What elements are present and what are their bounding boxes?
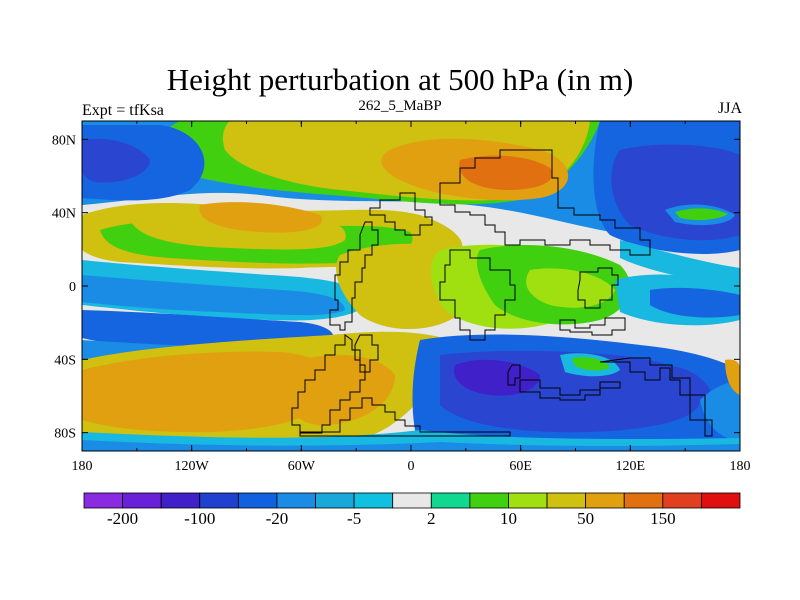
southeast-light-blue — [700, 380, 740, 440]
south-pacific-patch — [241, 358, 312, 404]
y-tick-label: 40N — [52, 207, 76, 222]
australia-outline — [577, 267, 619, 309]
colorbar-label: -100 — [184, 509, 215, 528]
south-america-outline — [291, 334, 366, 434]
period-label: 262_5_MaBP — [358, 98, 442, 114]
colorbar-swatch — [122, 492, 162, 509]
colorbar-swatch — [237, 492, 278, 509]
x-tick-label: 60E — [509, 459, 532, 474]
colorbar-label: -20 — [266, 509, 289, 528]
colorbar-swatch — [662, 492, 702, 509]
x-axis: 180 120W 60W 0 60E 120E 180 — [72, 121, 751, 474]
southeast-orange-spot — [725, 359, 740, 395]
north-america-outline — [329, 221, 379, 331]
colorbar: -200 -100 -20 -5 2 10 50 150 — [83, 492, 741, 528]
x-tick-label: 60W — [288, 459, 316, 474]
colorbar-swatch — [623, 492, 664, 509]
eurasia-outline — [439, 149, 651, 256]
colorbar-swatch — [83, 492, 123, 509]
colorbar-label: 10 — [500, 509, 517, 528]
colorbar-swatch — [585, 492, 625, 509]
y-tick-label: 40S — [54, 353, 76, 368]
south-orange-core — [289, 355, 395, 426]
map-title: Height perturbation at 500 hPa (in m) — [166, 62, 634, 97]
experiment-label: Expt = tfKsa — [82, 102, 164, 119]
south-indigo-core — [454, 359, 540, 396]
x-tick-label: 180 — [730, 459, 751, 474]
colorbar-swatch — [160, 492, 201, 509]
madagascar-outline — [507, 364, 521, 386]
coastlines — [291, 149, 713, 437]
colorbar-swatch — [469, 492, 509, 509]
colorbar-label: -5 — [347, 509, 361, 528]
ne-green-spot — [675, 208, 728, 221]
south-green-spot — [572, 357, 610, 371]
colorbar-label: 50 — [577, 509, 594, 528]
tropical-lime-core — [526, 268, 615, 308]
x-tick-label: 0 — [408, 459, 415, 474]
mid-north-orange-patch — [199, 202, 322, 233]
west-light-blue-band — [82, 275, 345, 316]
y-tick-label: 80N — [52, 133, 76, 148]
season-label: JJA — [717, 100, 742, 117]
colorbar-label: -200 — [107, 509, 138, 528]
colorbar-swatch — [353, 492, 394, 509]
y-tick-label: 80S — [54, 427, 76, 442]
y-tick-label: 0 — [69, 280, 76, 295]
contour-field — [82, 121, 740, 451]
africa-outline — [439, 249, 516, 341]
indonesia-outline — [559, 317, 626, 336]
colorbar-swatch — [276, 492, 316, 509]
colorbar-swatch — [546, 492, 587, 509]
colorbar-swatch — [199, 492, 239, 509]
x-tick-label: 120E — [616, 459, 646, 474]
arctic-red-orange-patch — [459, 155, 553, 190]
europe-outline — [369, 192, 433, 236]
colorbar-swatch — [430, 492, 471, 509]
nw-deep-blue-core — [82, 138, 150, 183]
south-polar-outline — [519, 379, 621, 401]
colorbar-swatch — [392, 492, 432, 509]
colorbar-label: 2 — [427, 509, 436, 528]
colorbar-swatch — [508, 492, 548, 509]
equator-mid-blue-patch — [650, 287, 740, 318]
colorbar-swatch — [315, 492, 355, 509]
central-america-outline — [354, 334, 379, 373]
x-tick-label: 180 — [72, 459, 93, 474]
antarctica-outline — [299, 397, 511, 437]
oceania-outline — [599, 357, 713, 437]
colorbar-swatch — [701, 492, 741, 509]
x-tick-label: 120W — [175, 459, 210, 474]
y-axis: 80N 40N 0 40S 80S — [52, 133, 740, 442]
colorbar-label: 150 — [650, 509, 676, 528]
